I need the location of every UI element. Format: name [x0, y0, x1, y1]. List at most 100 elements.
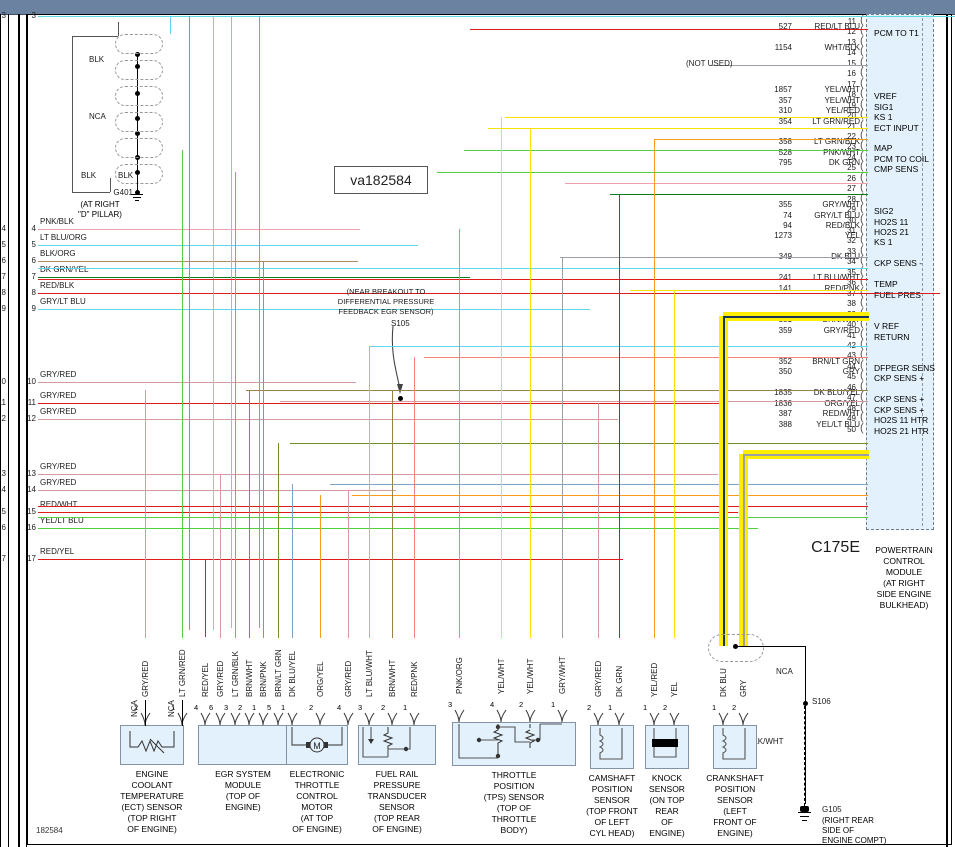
pcm-wire-color: DK BLU/YEL [813, 388, 860, 398]
wire-segment [278, 443, 279, 638]
ground-symbol-bar1 [131, 194, 143, 195]
pcm-caption-line: BULKHEAD) [879, 600, 929, 610]
component-ect-pin-number: 2 [134, 703, 139, 712]
wire-segment [464, 150, 868, 151]
component-egr-pin-color: RED/YEL [201, 662, 210, 697]
wire-segment [392, 390, 393, 638]
component-knock-caption: KNOCK SENSOR (ON TOP REAR OF ENGINE) [630, 773, 704, 839]
wire-segment [38, 403, 728, 404]
pcm-pin-number: 22 [847, 131, 856, 141]
component-frpt-terminal-1 [409, 712, 420, 726]
component-knock-terminal-2 [669, 712, 680, 726]
component-frpt-pin-number: 2 [381, 703, 386, 712]
component-egr [198, 725, 288, 765]
left-terminal-color: LT BLU/ORG [40, 233, 87, 242]
wire-segment [562, 257, 563, 638]
pcm-wire-color: BRN/LT GRN [812, 356, 860, 366]
pcm-pin-number: 38 [847, 299, 856, 309]
wire-segment [348, 490, 349, 638]
component-ckp-pin-number: 1 [712, 703, 717, 712]
component-frpt-caption-line6: OF ENGINE) [372, 824, 422, 834]
left-gutter-number: 16 [0, 523, 6, 532]
component-tps-caption-line3: (TPS) SENSOR [483, 792, 545, 802]
component-tps-caption: THROTTLE POSITION (TPS) SENSOR (TOP OF THROT… [462, 770, 566, 836]
ckp-inline-connector [708, 634, 764, 662]
tps-sensor-symbol [458, 723, 562, 759]
pcm-pin-bracket: ( [860, 369, 864, 382]
pcm-wire-number: 1273 [774, 231, 792, 241]
pcm-wire-color: YEL/WHT [824, 95, 860, 105]
component-egr-pin-number: 4 [194, 703, 199, 712]
pcm-wire-number: 349 [778, 252, 792, 262]
wire-segment [619, 194, 620, 638]
diagram-id-plate: va182584 [334, 166, 428, 194]
component-frpt-caption-line1: FUEL RAIL [375, 769, 419, 779]
pcm-wire-number: 527 [778, 22, 792, 32]
pcm-caption-line: CONTROL [883, 556, 925, 566]
pcm-pin-number: 28 [847, 194, 856, 204]
pcm-pin-bracket: ( [860, 317, 864, 330]
pcm-wire-number: 1836 [774, 398, 792, 408]
g401-branch-dot [134, 115, 140, 121]
pcm-pin-function: HO2S 11 HTR [874, 415, 929, 426]
pcm-pin-bracket: ( [860, 233, 864, 246]
wire-segment [565, 183, 868, 184]
connector-outline [115, 164, 163, 184]
component-frpt-caption-line5: (TOP REAR [374, 813, 420, 823]
wire-segment [72, 36, 118, 37]
component-knock-terminal-1 [649, 712, 660, 726]
pcm-wire-color: WHT/BLK [824, 43, 860, 53]
component-knock-caption-line2: SENSOR [649, 784, 685, 794]
pcm-wire-color: YEL/LT BLU [816, 419, 860, 429]
left-gutter-number: 15 [0, 507, 6, 516]
pcm-wire-number: 357 [778, 95, 792, 105]
g401-location-line1: (AT RIGHT [80, 200, 120, 209]
wire-segment [145, 700, 146, 726]
pcm-pin-function: CMP SENS [874, 164, 919, 175]
left-terminal-color: GRY/RED [40, 478, 77, 487]
component-knock-pin-number: 1 [643, 703, 648, 712]
component-ckp-caption-line2: POSITION [714, 784, 756, 794]
pcm-pin-number: 47 [847, 393, 856, 403]
component-egr-terminal-3 [230, 712, 241, 726]
left-terminal-color: GRY/RED [40, 462, 77, 471]
ckp-coil-symbol [721, 728, 746, 760]
pcm-pin-number: 23 [847, 142, 856, 152]
pcm-pin-bracket: ( [860, 390, 864, 403]
component-etc-pin-color: DK BLU/YEL [288, 650, 297, 697]
component-cmp-pin-color: DK GRN [615, 665, 624, 697]
connector-outline [115, 34, 163, 54]
pcm-pin-bracket: ( [860, 400, 864, 413]
pcm-pin-function: V REF [874, 321, 900, 332]
g401-branch-dot [134, 63, 140, 69]
component-cmp-caption-line1: CAMSHAFT [588, 773, 636, 783]
pcm-pin-bracket: ( [860, 243, 864, 256]
component-frpt-pin-color: BRN/WHT [388, 659, 397, 697]
pcm-pin-function: KS 1 [874, 112, 893, 123]
pcm-pin-bracket: ( [860, 45, 864, 58]
component-cmp [590, 725, 634, 769]
pcm-pin-bracket: ( [860, 379, 864, 392]
wire-segment [38, 559, 623, 560]
pcm-pin-bracket: ( [860, 358, 864, 371]
left-terminal-number: 10 [27, 377, 36, 386]
component-cmp-caption-line3: SENSOR [594, 795, 630, 805]
component-frpt-caption-line4: SENSOR [379, 802, 415, 812]
left-gutter-number: 4 [1, 224, 6, 233]
wire-segment [505, 117, 868, 118]
splice-s105-note-line1: (NEAR BREAKOUT TO [346, 287, 426, 296]
left-terminal-color: RED/BLK [40, 281, 75, 290]
wire-segment [655, 139, 868, 140]
connector-outline [115, 60, 163, 80]
component-knock-caption-line5: OF [661, 817, 673, 827]
component-etc-pin-number: 2 [309, 703, 314, 712]
component-tps-caption-line2: POSITION [493, 781, 535, 791]
component-ect-caption: ENGINE COOLANT TEMPERATURE (ECT) SENSOR (TOP… [104, 769, 200, 835]
component-ect-caption-line6: OF ENGINE) [127, 824, 177, 834]
pcm-pin-number: 17 [847, 79, 856, 89]
knock-sensor-symbol [652, 728, 678, 758]
g401-branch-dot [134, 90, 140, 96]
g105-dashed-wire [804, 706, 805, 806]
component-knock-caption-line3: (ON TOP [649, 795, 685, 805]
pcm-pin-number: 14 [847, 48, 856, 58]
